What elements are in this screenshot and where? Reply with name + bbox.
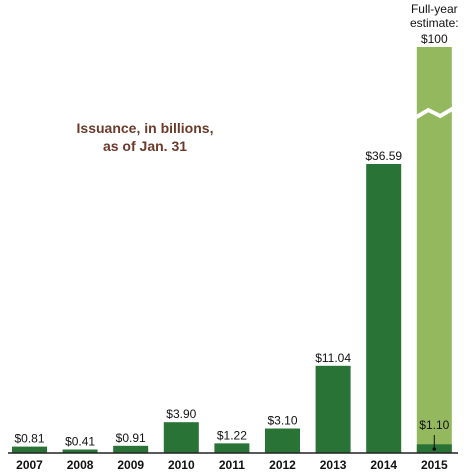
chart-title: Issuance, in billions, [77, 120, 214, 136]
actual-value-dot [432, 447, 437, 451]
estimate-value-label: $100 [421, 32, 448, 46]
bar-2014 [366, 164, 402, 453]
value-label-2008: $0.41 [65, 435, 95, 449]
x-tick-2008: 2008 [67, 458, 94, 472]
estimate-label-line2: estimate: [410, 16, 459, 30]
value-label-2012: $3.10 [267, 414, 297, 428]
value-label-2009: $0.91 [116, 431, 146, 445]
x-tick-2012: 2012 [269, 458, 296, 472]
x-tick-2007: 2007 [16, 458, 43, 472]
bar-2007 [12, 446, 47, 453]
value-label-2015: $1.10 [419, 418, 449, 432]
value-label-2010: $3.90 [166, 407, 196, 421]
bar-2008 [62, 449, 98, 453]
bar-2013 [315, 365, 351, 453]
estimate-label-line1: Full-year [411, 2, 458, 16]
value-label-2014: $36.59 [365, 149, 402, 163]
x-tick-2015: 2015 [421, 458, 448, 472]
bar-2012 [265, 428, 300, 453]
x-tick-2013: 2013 [320, 458, 347, 472]
x-tick-2011: 2011 [219, 458, 245, 472]
estimate-bar-2015 [416, 47, 452, 453]
chart-subtitle: as of Jan. 31 [103, 138, 187, 154]
x-tick-2009: 2009 [117, 458, 144, 472]
value-label-2013: $11.04 [315, 351, 351, 365]
bar-2011 [214, 443, 250, 453]
x-tick-2010: 2010 [168, 458, 195, 472]
bar-2010 [163, 422, 199, 453]
x-tick-2014: 2014 [370, 458, 397, 472]
bar-2009 [113, 445, 149, 453]
value-label-2011: $1.22 [217, 428, 247, 442]
axis-break-mark [413, 106, 455, 120]
value-label-2007: $0.81 [14, 432, 44, 446]
